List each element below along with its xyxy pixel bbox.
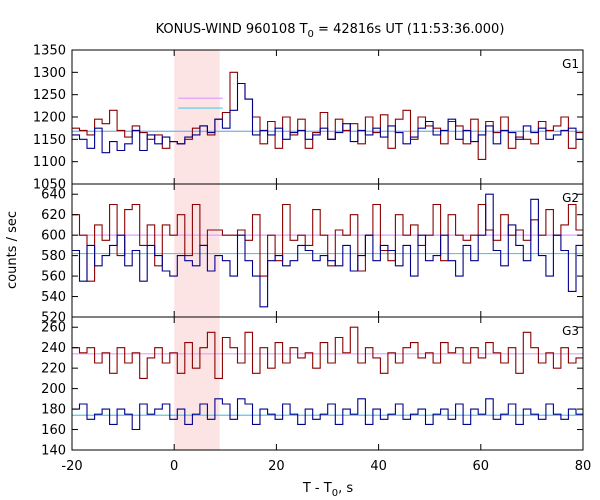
x-tick-label: -20 xyxy=(61,459,82,474)
y-tick-label: 180 xyxy=(41,403,66,418)
y-tick-label: 580 xyxy=(41,249,66,264)
series-blue-g2 xyxy=(72,193,583,308)
chart-title-main: KONUS-WIND 960108 T xyxy=(156,22,308,37)
panel-frame xyxy=(71,316,584,451)
x-tick-label: 20 xyxy=(268,459,285,474)
y-tick-label: 1250 xyxy=(33,88,66,103)
y-tick-label: 240 xyxy=(41,341,66,356)
y-tick-label: 1200 xyxy=(33,111,66,126)
y-tick-label: 200 xyxy=(41,382,66,397)
x-tick-label: 40 xyxy=(370,459,387,474)
y-tick-label: 1050 xyxy=(33,178,66,193)
series-blue-g3 xyxy=(72,398,583,431)
series-red-g2 xyxy=(72,203,583,282)
y-tick-label: 140 xyxy=(41,444,66,459)
panel-g2: 520 540 560 580 600 620 640 G2 xyxy=(41,183,584,326)
y-axis-label: counts / sec xyxy=(5,211,20,289)
y-tick-label: 1150 xyxy=(33,133,66,148)
chart-title: KONUS-WIND 960108 T0 = 42816s UT (11:53:… xyxy=(156,22,505,40)
y-tick-label: 1100 xyxy=(33,155,66,170)
chart-title-subscript: 0 xyxy=(308,29,314,40)
highlight-interval-band xyxy=(174,184,220,317)
y-tick-label: 1350 xyxy=(33,44,66,59)
y-tick-label: 260 xyxy=(41,321,66,336)
panel-label: G1 xyxy=(562,57,579,71)
y-tick-label: 160 xyxy=(41,423,66,438)
series-red-g3 xyxy=(72,326,583,379)
y-tick-label: 1300 xyxy=(33,66,66,81)
panel-label: G2 xyxy=(562,191,579,205)
x-tick-label: 0 xyxy=(170,459,178,474)
x-axis-label: T - T0, s xyxy=(302,481,353,499)
panel-label: G3 xyxy=(562,324,579,338)
y-tick-label: 620 xyxy=(41,208,66,223)
x-axis-label-subscript: 0 xyxy=(332,488,338,499)
y-tick-label: 520 xyxy=(41,311,66,326)
x-axis-label-rest: , s xyxy=(338,481,353,496)
x-tick-label: 80 xyxy=(575,459,592,474)
panel-g3: 140 160 180 200 220 240 260 G3 xyxy=(41,316,584,459)
y-tick-label: 560 xyxy=(41,270,66,285)
series-blue-g1 xyxy=(72,82,583,154)
y-tick-label: 600 xyxy=(41,229,66,244)
y-tick-label: 220 xyxy=(41,362,66,377)
chart-title-rest: = 42816s UT (11:53:36.000) xyxy=(314,22,504,37)
x-axis-label-main: T - T xyxy=(302,481,332,496)
series-red-g1 xyxy=(72,71,583,160)
panel-g1: 1050 1100 1150 1200 1250 1300 1350 G1 xyxy=(33,44,584,193)
y-tick-label: 540 xyxy=(41,290,66,305)
x-axis: -20 0 20 40 60 80 xyxy=(61,459,591,474)
x-tick-label: 60 xyxy=(473,459,490,474)
highlight-interval-band xyxy=(174,317,220,450)
highlight-interval-band xyxy=(174,50,220,184)
y-tick-label: 640 xyxy=(41,188,66,203)
panels-group: 1050110011501200125013001350G15205405605… xyxy=(33,44,584,459)
